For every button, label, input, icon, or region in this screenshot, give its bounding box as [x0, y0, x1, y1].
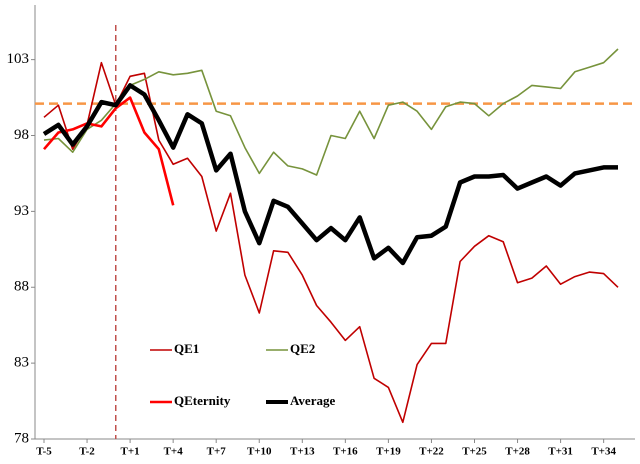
y-tick-label: 98 [14, 127, 29, 143]
series-line [43, 61, 619, 424]
series-line [42, 83, 618, 266]
x-tick-label: T+19 [376, 446, 401, 458]
y-tick-label: 83 [14, 355, 29, 371]
legend-label: QEternity [174, 393, 231, 408]
x-tick-label: T+28 [505, 446, 530, 458]
x-tick-label: T+13 [290, 446, 315, 458]
legend-label: QE1 [174, 341, 199, 356]
x-tick-label: T+25 [462, 446, 487, 458]
x-tick-label: T+1 [121, 446, 140, 458]
y-tick-label: 88 [14, 279, 29, 295]
x-tick-label: T-5 [36, 446, 52, 458]
y-tick-label: 103 [7, 51, 30, 67]
x-tick-label: T+34 [591, 446, 616, 458]
y-tick-label: 78 [14, 430, 29, 446]
x-tick-label: T+22 [419, 446, 444, 458]
x-tick-label: T+16 [333, 446, 358, 458]
series-line [43, 48, 619, 176]
legend-label: Average [290, 393, 335, 408]
x-tick-label: T+7 [207, 446, 227, 458]
x-tick-label: T+10 [247, 446, 272, 458]
y-tick-label: 93 [14, 203, 29, 219]
x-tick-label: T+4 [164, 446, 184, 458]
legend-label: QE2 [290, 341, 315, 356]
x-tick-label: T+31 [548, 446, 573, 458]
x-tick-label: T-2 [79, 446, 95, 458]
